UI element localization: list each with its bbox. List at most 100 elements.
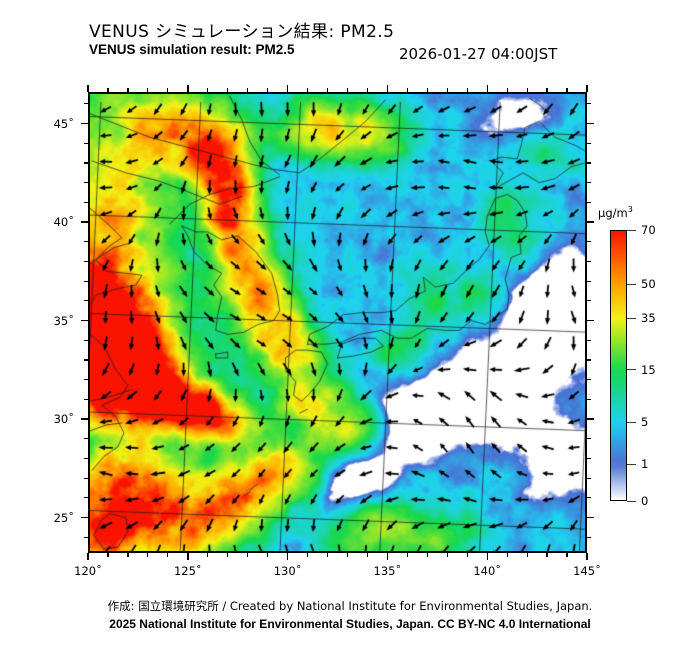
- x-axis-tick: [326, 553, 329, 557]
- x-axis-tick: [426, 553, 428, 557]
- x-axis-tick-top: [187, 85, 189, 92]
- y-axis-tick: [84, 457, 88, 460]
- colorbar-gradient: [611, 231, 626, 500]
- x-axis-tick: [227, 553, 229, 557]
- x-axis-tick: [586, 553, 588, 560]
- x-axis-label: 125˚: [173, 564, 202, 578]
- x-axis-tick-top: [207, 88, 209, 92]
- footer-credit-line: 作成: 国立環境研究所 / Created by National Instit…: [107, 599, 593, 613]
- y-axis-label: 25˚: [53, 510, 74, 525]
- x-axis-tick: [167, 553, 169, 557]
- x-axis-tick-top: [247, 88, 249, 92]
- colorbar-unit-exponent: 3: [627, 205, 633, 214]
- y-axis-tick: [84, 300, 88, 302]
- y-axis-tick: [84, 201, 88, 203]
- y-axis-tick: [84, 497, 88, 499]
- y-axis-tick: [84, 280, 88, 282]
- colorbar: [610, 230, 627, 501]
- pm25-raster: [90, 94, 585, 551]
- y-axis-tick: [84, 103, 88, 105]
- colorbar-tick: [627, 500, 636, 502]
- y-axis-tick: [84, 438, 88, 440]
- x-axis-tick-top: [406, 88, 408, 92]
- x-axis-label: 120˚: [74, 564, 102, 578]
- y-axis-tick: [84, 182, 88, 184]
- colorbar-tick-label: 5: [641, 415, 649, 430]
- colorbar-unit-label: µg/m3: [598, 205, 633, 220]
- y-axis-tick: [81, 221, 88, 223]
- colorbar-tick-label: 1: [641, 457, 649, 472]
- y-axis-tick-right: [587, 497, 591, 499]
- map-canvas-container: [90, 94, 585, 551]
- x-axis-tick: [486, 553, 488, 560]
- y-axis-tick-right: [587, 379, 591, 381]
- x-axis-tick-top: [227, 88, 229, 92]
- x-axis-tick: [87, 553, 89, 560]
- y-axis-tick-right: [587, 300, 591, 302]
- x-axis-tick: [446, 553, 448, 557]
- x-axis-tick: [406, 553, 408, 557]
- y-axis-tick: [81, 418, 88, 420]
- x-axis-tick: [506, 553, 508, 557]
- colorbar-tick-label: 50: [641, 277, 656, 292]
- y-axis-tick: [84, 241, 88, 243]
- x-axis-tick: [526, 553, 528, 557]
- x-axis-tick: [267, 553, 269, 557]
- y-axis-tick: [84, 339, 88, 341]
- x-axis-tick: [247, 553, 249, 557]
- x-axis-tick-top: [426, 88, 428, 92]
- x-axis-tick-top: [386, 85, 389, 92]
- colorbar-unit-text: µg/m: [598, 205, 628, 220]
- x-axis-tick: [466, 553, 468, 557]
- y-axis-tick-right: [587, 162, 591, 164]
- y-axis-tick-right: [587, 418, 594, 420]
- x-axis-tick-top: [566, 88, 568, 92]
- y-axis-label: 45˚: [53, 116, 74, 131]
- x-axis-tick: [187, 553, 189, 560]
- x-axis-tick-top: [586, 85, 588, 92]
- y-axis-tick-right: [587, 359, 591, 361]
- x-axis-tick-top: [127, 88, 129, 92]
- x-axis-tick-top: [107, 88, 109, 92]
- x-axis-tick-top: [366, 88, 369, 92]
- x-axis-tick-top: [147, 88, 149, 92]
- y-axis-tick-right: [587, 142, 591, 144]
- y-axis-tick-right: [587, 339, 591, 341]
- x-axis-tick-top: [466, 88, 468, 92]
- y-axis-label: 40˚: [53, 215, 74, 230]
- y-axis-tick-right: [587, 260, 591, 262]
- x-axis-label: 145˚: [573, 564, 601, 578]
- y-axis-tick-right: [587, 280, 591, 282]
- x-axis-label: 135˚: [373, 564, 402, 578]
- map-plot-area[interactable]: [88, 92, 587, 553]
- colorbar-tick: [627, 421, 636, 424]
- colorbar-tick-label: 0: [641, 494, 649, 508]
- y-axis-tick-right: [587, 516, 594, 519]
- x-axis-tick: [127, 553, 129, 557]
- y-axis-tick-right: [587, 103, 591, 105]
- y-axis-tick-right: [587, 201, 591, 203]
- colorbar-tick: [627, 463, 636, 466]
- x-axis-tick: [386, 553, 389, 560]
- colorbar-tick: [627, 229, 636, 231]
- x-axis-tick: [566, 553, 568, 557]
- x-axis-tick-top: [326, 88, 329, 92]
- x-axis-tick: [366, 553, 369, 557]
- y-axis-tick: [84, 398, 88, 400]
- y-axis-label: 35˚: [53, 313, 74, 328]
- y-axis-tick-right: [587, 122, 594, 125]
- y-axis-tick-right: [587, 319, 594, 322]
- x-axis-tick: [107, 553, 109, 557]
- x-axis-tick-top: [346, 88, 349, 92]
- pm25-concentration-field: [90, 94, 585, 551]
- y-axis-tick-right: [587, 241, 591, 243]
- x-axis-tick-top: [306, 88, 309, 92]
- y-axis-tick-right: [587, 536, 591, 538]
- y-axis-tick: [84, 379, 88, 381]
- footer-license-line: 2025 National Institute for Environmenta…: [109, 617, 591, 631]
- y-axis-label: 30˚: [53, 412, 74, 427]
- y-axis-tick: [84, 260, 88, 262]
- y-axis-tick-right: [587, 457, 591, 460]
- x-axis-tick-top: [446, 88, 448, 92]
- x-axis-tick-top: [167, 88, 169, 92]
